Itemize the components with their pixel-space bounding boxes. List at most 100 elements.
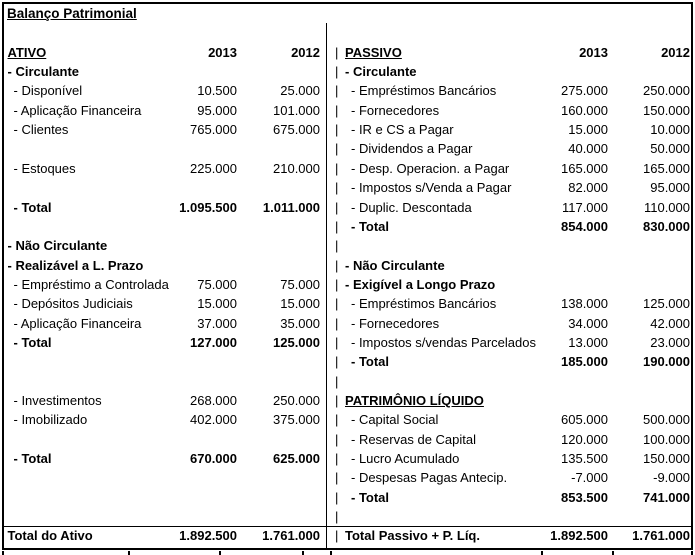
pipe-separator: | — [335, 64, 339, 80]
grand-total-row: | Total Passivo + P. Líq. 1.892.500 1.761.0… — [328, 526, 692, 545]
pipe-separator: | — [335, 102, 339, 118]
value-2013: 2013 — [208, 44, 237, 60]
subtotal-row: - Total 1.095.500 1.011.000 — [4, 198, 326, 217]
empty-row — [4, 217, 326, 236]
row-label: - Despesas Pagas Antecip. — [351, 470, 508, 486]
row-label: - Imobilizado — [13, 412, 88, 428]
cell-border-tick — [2, 550, 4, 555]
table-row: | - Reservas de Capital 120.000 100.000 — [328, 430, 692, 449]
pipe-separator: | — [335, 412, 339, 428]
row-label: - Total — [13, 334, 52, 350]
value-2013: 10.500 — [197, 83, 237, 99]
value-2012: 2012 — [291, 44, 320, 60]
ativo-column: ATIVO 2013 2012 - Circulante - Disponível 10.… — [4, 0, 326, 555]
grand-total-row: Total do Ativo 1.892.500 1.761.000 — [4, 526, 326, 545]
value-2012: 150.000 — [643, 102, 690, 118]
pipe-separator: | — [335, 393, 339, 408]
row-label: PASSIVO — [345, 44, 402, 60]
cell-border-tick — [330, 550, 332, 555]
row-label: - Total — [351, 218, 390, 234]
value-2013: 185.000 — [561, 354, 608, 370]
empty-row — [4, 372, 326, 391]
value-2013: 225.000 — [190, 160, 237, 176]
value-2013: 854.000 — [561, 218, 608, 234]
pipe-separator: | — [335, 180, 339, 196]
value-2012: 190.000 — [643, 354, 690, 370]
row-label: - Depósitos Judiciais — [13, 296, 133, 312]
value-2012: 741.000 — [643, 489, 690, 505]
row-label: - Aplicação Financeira — [13, 315, 142, 331]
value-2013: 40.000 — [568, 141, 608, 157]
middle-divider-line — [325, 23, 327, 548]
value-2013: 160.000 — [561, 102, 608, 118]
row-label: - Total — [13, 199, 52, 215]
table-row: | - Impostos s/vendas Parcelados 13.000 23.… — [328, 333, 692, 352]
value-2013: 605.000 — [561, 412, 608, 428]
row-label: - Lucro Acumulado — [351, 451, 460, 467]
row-label: - Clientes — [13, 122, 69, 138]
row-label: Total Passivo + P. Líq. — [345, 528, 480, 544]
value-2013: 127.000 — [190, 334, 237, 350]
row-label: - Fornecedores — [351, 102, 440, 118]
value-2013: -7.000 — [571, 470, 608, 486]
row-label: PATRIMÔNIO LÍQUIDO — [345, 393, 484, 408]
value-2012: 25.000 — [280, 83, 320, 99]
row-label: - Impostos s/Venda a Pagar — [351, 180, 512, 196]
value-2013: 853.500 — [561, 489, 608, 505]
table-row: - Aplicação Financeira 95.000 101.000 — [4, 101, 326, 120]
outer-border-top — [2, 2, 692, 4]
value-2012: 830.000 — [643, 218, 690, 234]
row-label: - Circulante — [345, 64, 417, 80]
value-2013: 1.892.500 — [550, 528, 608, 544]
value-2012: 250.000 — [273, 393, 320, 408]
value-2012: 675.000 — [273, 122, 320, 138]
value-2012: 100.000 — [643, 431, 690, 447]
row-label: - Desp. Operacion. a Pagar — [351, 160, 510, 176]
cell-border-tick — [128, 550, 130, 555]
row-label: - Capital Social — [351, 412, 439, 428]
value-2013: 15.000 — [568, 122, 608, 138]
value-2012: 23.000 — [650, 334, 690, 350]
table-row: | - Lucro Acumulado 135.500 150.000 — [328, 449, 692, 468]
value-2013: 135.500 — [561, 451, 608, 467]
row-label: - Exigível a Longo Prazo — [345, 276, 496, 292]
row-label: - Estoques — [13, 160, 76, 176]
table-row: - Clientes 765.000 675.000 — [4, 120, 326, 139]
value-2012: 1.761.000 — [632, 528, 690, 544]
table-row: - Depósitos Judiciais 15.000 15.000 — [4, 294, 326, 313]
value-2013: 1.892.500 — [179, 528, 237, 544]
pipe-separator: | — [335, 257, 339, 273]
subtotal-row: | - Total 853.500 741.000 — [328, 488, 692, 507]
value-2013: 402.000 — [190, 412, 237, 428]
row-label: - Total — [13, 451, 52, 467]
column-header-row: ATIVO 2013 2012 — [4, 43, 326, 62]
row-label: - Reservas de Capital — [351, 431, 476, 447]
pipe-separator: | — [335, 141, 339, 157]
value-2013: 765.000 — [190, 122, 237, 138]
value-2013: 670.000 — [190, 451, 237, 467]
empty-row: | — [328, 236, 692, 255]
table-row: | - Não Circulante — [328, 256, 692, 275]
value-2012: 2012 — [661, 44, 690, 60]
row-label: - Total — [351, 489, 390, 505]
table-row: | - Fornecedores 160.000 150.000 — [328, 101, 692, 120]
row-label: - Fornecedores — [351, 315, 440, 331]
table-row: - Investimentos 268.000 250.000 — [4, 391, 326, 410]
outer-border-right — [691, 2, 693, 550]
outer-border-left — [2, 2, 4, 550]
pipe-separator: | — [335, 199, 339, 215]
table-row: | - Dividendos a Pagar 40.000 50.000 — [328, 139, 692, 158]
subtotal-row: | - Total 185.000 190.000 — [328, 352, 692, 371]
value-2013: 37.000 — [197, 315, 237, 331]
table-row: | - Duplic. Descontada 117.000 110.000 — [328, 198, 692, 217]
table-row: | - Empréstimos Bancários 275.000 250.000 — [328, 81, 692, 100]
table-row: - Aplicação Financeira 37.000 35.000 — [4, 314, 326, 333]
value-2012: 165.000 — [643, 160, 690, 176]
table-row: | - Impostos s/Venda a Pagar 82.000 95.000 — [328, 178, 692, 197]
value-2013: 165.000 — [561, 160, 608, 176]
table-row: - Imobilizado 402.000 375.000 — [4, 410, 326, 429]
page-title: Balanço Patrimonial — [7, 6, 137, 21]
empty-row — [4, 178, 326, 197]
value-2012: 110.000 — [643, 199, 690, 215]
table-row: - Não Circulante — [4, 236, 326, 255]
